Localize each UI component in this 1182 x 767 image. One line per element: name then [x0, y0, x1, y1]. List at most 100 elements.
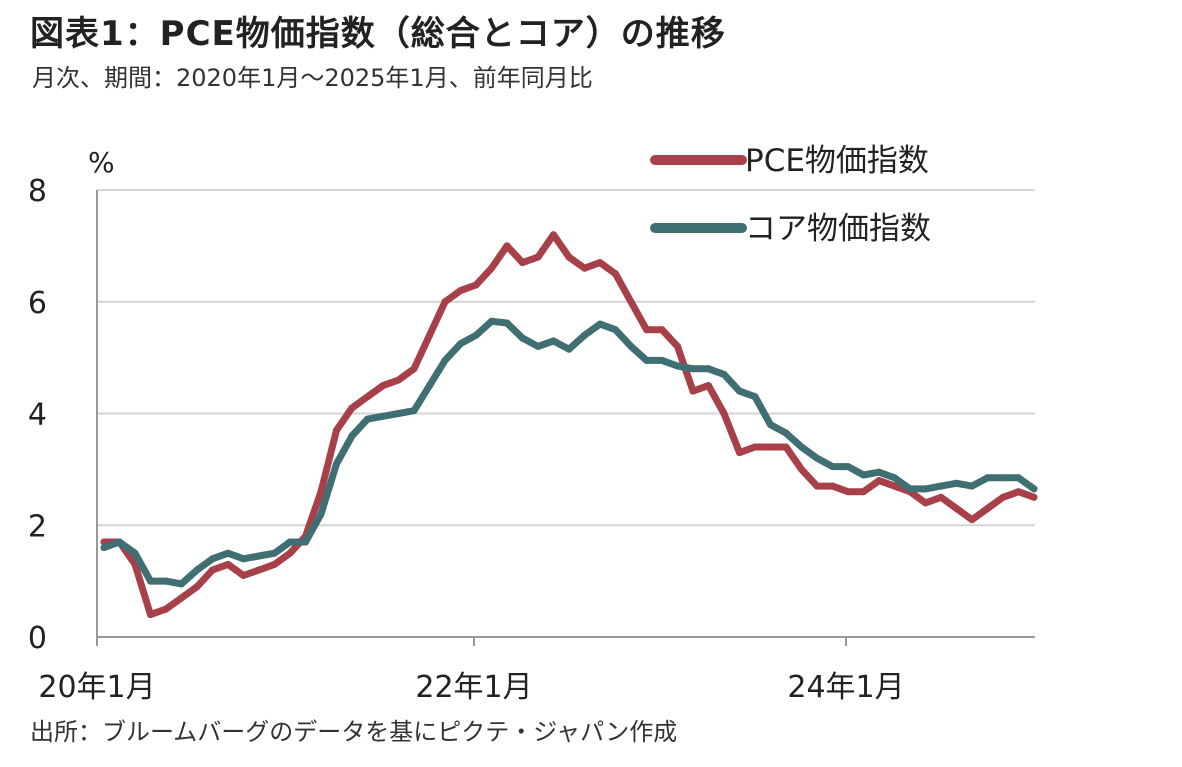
- data-point-pce: [333, 426, 340, 434]
- data-point-pce: [271, 560, 278, 568]
- page-title: 図表1：PCE物価指数（総合とコア）の推移: [30, 14, 726, 54]
- data-point-pce: [534, 253, 542, 261]
- data-point-pce: [240, 572, 247, 579]
- data-point-pce: [999, 493, 1007, 501]
- data-point-pce: [581, 264, 588, 272]
- data-point-core: [658, 356, 666, 364]
- data-point-core: [953, 479, 960, 487]
- data-point-pce: [767, 443, 774, 451]
- data-point-pce: [224, 560, 232, 568]
- data-point-pce: [488, 264, 495, 272]
- data-point-core: [255, 552, 263, 560]
- data-point-pce: [782, 443, 790, 451]
- data-point-core: [674, 362, 681, 370]
- data-point-pce: [736, 449, 743, 457]
- data-point-core: [984, 474, 991, 482]
- data-point-pce: [627, 298, 635, 306]
- axes: 0 2 4 6 8% 20年1月 22年1月 24年1月: [28, 146, 1035, 705]
- data-point-core: [999, 474, 1007, 482]
- data-point-core: [333, 460, 340, 468]
- data-point-pce: [798, 465, 805, 473]
- data-point-pce: [178, 594, 185, 602]
- data-point-pce: [317, 488, 325, 496]
- data-point-core: [581, 331, 588, 339]
- data-point-core: [240, 555, 247, 563]
- data-point-pce: [720, 410, 728, 417]
- data-point-core: [116, 538, 123, 546]
- data-point-core: [286, 538, 294, 546]
- data-point-core: [782, 429, 790, 437]
- data-point-pce: [519, 259, 526, 267]
- data-point-core: [860, 471, 867, 479]
- data-point-core: [906, 485, 914, 493]
- data-point-core: [410, 407, 418, 415]
- data-point-core: [736, 387, 743, 395]
- data-point-pce: [922, 499, 929, 507]
- data-point-core: [798, 443, 805, 451]
- series-line-core: [100, 317, 1038, 588]
- data-point-pce: [472, 281, 480, 289]
- y-tick-label: 6: [28, 286, 47, 321]
- data-point-core: [844, 463, 852, 471]
- data-point-pce: [875, 477, 883, 485]
- data-point-core: [751, 393, 759, 401]
- data-point-core: [534, 342, 542, 350]
- data-point-core: [565, 345, 573, 353]
- gridlines: [97, 189, 1035, 527]
- data-point-pce: [674, 342, 681, 350]
- data-point-core: [178, 580, 185, 588]
- data-point-core: [100, 544, 108, 552]
- data-point-pce: [1030, 493, 1038, 501]
- y-axis-unit-label: %: [88, 146, 115, 179]
- data-point-core: [937, 482, 945, 490]
- data-point-core: [441, 356, 449, 364]
- data-point-core: [519, 334, 526, 342]
- data-point-core: [767, 421, 774, 429]
- legend-label-core: コア物価指数: [745, 211, 931, 247]
- data-point-pce: [209, 566, 216, 574]
- source-note: 出所：ブルームバーグのデータを基にピクテ・ジャパン作成: [30, 718, 678, 746]
- data-point-pce: [984, 505, 991, 512]
- legend-label-pce: PCE物価指数: [745, 143, 929, 179]
- data-point-core: [922, 485, 929, 493]
- data-point-core: [627, 342, 635, 350]
- data-point-pce: [751, 443, 759, 451]
- y-tick-label: 2: [28, 509, 47, 544]
- data-point-pce: [643, 326, 650, 334]
- data-point-pce: [550, 231, 557, 239]
- chart-subtitle: 月次、期間：2020年1月～2025年1月、前年同月比: [32, 64, 593, 92]
- data-point-core: [224, 549, 232, 557]
- data-point-pce: [426, 331, 433, 339]
- data-point-core: [550, 337, 557, 345]
- data-point-core: [364, 415, 371, 423]
- y-tick-label: 4: [28, 398, 47, 433]
- data-point-core: [317, 510, 325, 518]
- data-point-pce: [565, 253, 573, 261]
- data-point-pce: [937, 493, 945, 501]
- data-point-pce: [147, 611, 154, 619]
- data-point-pce: [844, 488, 852, 496]
- data-point-core: [1030, 485, 1038, 493]
- data-point-pce: [410, 365, 418, 373]
- data-point-core: [395, 410, 402, 417]
- data-point-pce: [658, 326, 666, 334]
- data-point-pce: [193, 583, 201, 591]
- x-tick-label: 20年1月: [38, 670, 155, 705]
- data-point-core: [162, 577, 170, 585]
- data-point-core: [457, 340, 464, 348]
- series-lines: [100, 231, 1038, 619]
- data-point-core: [131, 549, 139, 557]
- data-point-core: [503, 319, 511, 327]
- data-point-pce: [813, 482, 821, 490]
- data-point-pce: [364, 393, 371, 401]
- data-point-pce: [829, 482, 836, 490]
- data-point-pce: [441, 298, 449, 306]
- data-point-pce: [379, 382, 387, 390]
- data-point-core: [302, 538, 309, 546]
- data-point-pce: [348, 404, 356, 412]
- y-tick-label: 0: [28, 621, 47, 656]
- data-point-core: [271, 549, 278, 557]
- data-point-pce: [596, 259, 604, 267]
- data-point-pce: [457, 287, 464, 295]
